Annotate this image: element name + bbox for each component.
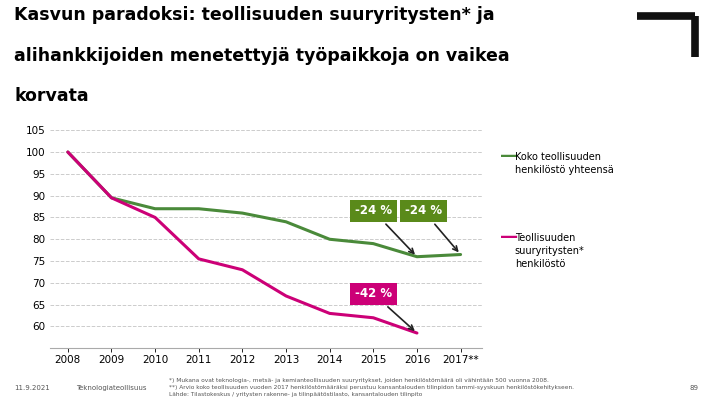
Text: 11.9.2021: 11.9.2021	[14, 385, 50, 390]
Text: korvata: korvata	[14, 87, 89, 105]
Text: Teollisuuden
suuryritysten*
henkilöstö: Teollisuuden suuryritysten* henkilöstö	[515, 233, 585, 269]
Text: Koko teollisuuden
henkilöstö yhteensä: Koko teollisuuden henkilöstö yhteensä	[515, 152, 613, 175]
Text: 89: 89	[690, 385, 698, 390]
Text: -24 %: -24 %	[405, 205, 458, 251]
Text: Kasvun paradoksi: teollisuuden suuryritysten* ja: Kasvun paradoksi: teollisuuden suuryrity…	[14, 6, 495, 24]
Text: Teknologiateollisuus: Teknologiateollisuus	[76, 385, 146, 390]
Text: -24 %: -24 %	[355, 205, 414, 254]
Text: *) Mukana ovat teknologia-, metsä- ja kemianteollisuuden suuryritykset, joiden h: *) Mukana ovat teknologia-, metsä- ja ke…	[169, 377, 549, 382]
Text: **) Arvio koko teollisuuden vuoden 2017 henkilöstömääräksi perustuu kansantaloud: **) Arvio koko teollisuuden vuoden 2017 …	[169, 385, 575, 390]
Text: -42 %: -42 %	[355, 287, 413, 330]
Text: —: —	[500, 147, 518, 165]
Text: Lähde: Tilastokeskus / yritysten rakenne- ja tilinpäätöstilasto, kansantalouden : Lähde: Tilastokeskus / yritysten rakenne…	[169, 392, 423, 397]
Text: —: —	[500, 228, 518, 246]
Text: alihankkijoiden menetettyjä työpaikkoja on vaikea: alihankkijoiden menetettyjä työpaikkoja …	[14, 47, 510, 64]
